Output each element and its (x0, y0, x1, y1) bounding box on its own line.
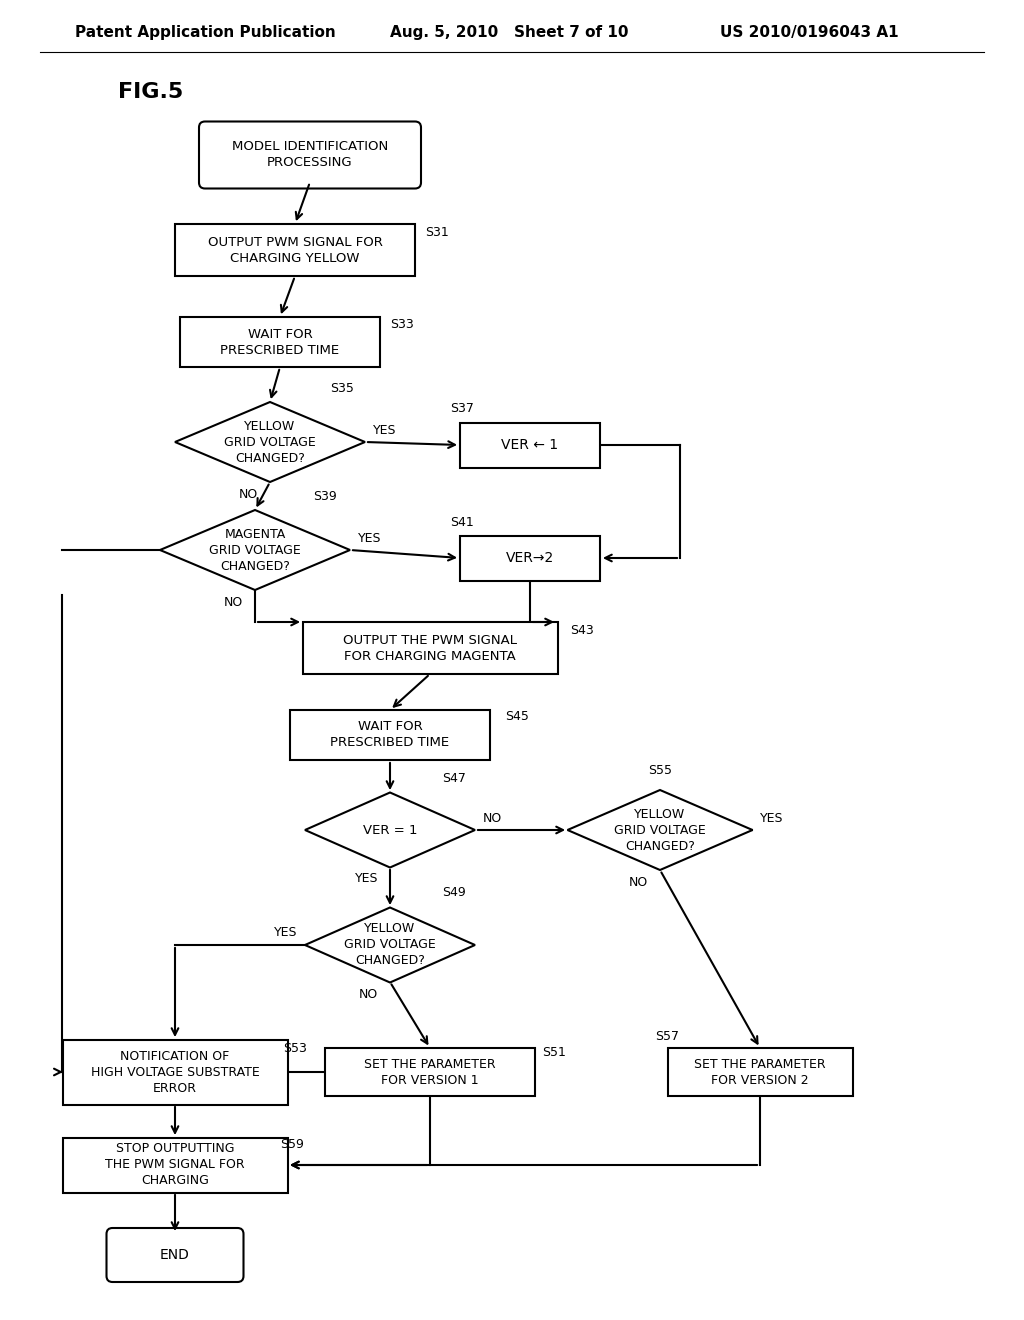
Text: S57: S57 (655, 1030, 679, 1043)
Text: NO: NO (239, 487, 258, 500)
Text: S53: S53 (283, 1041, 307, 1055)
Text: S43: S43 (570, 623, 594, 636)
FancyBboxPatch shape (106, 1228, 244, 1282)
Text: STOP OUTPUTTING
THE PWM SIGNAL FOR
CHARGING: STOP OUTPUTTING THE PWM SIGNAL FOR CHARG… (105, 1143, 245, 1188)
Text: OUTPUT THE PWM SIGNAL
FOR CHARGING MAGENTA: OUTPUT THE PWM SIGNAL FOR CHARGING MAGEN… (343, 634, 517, 663)
Text: YELLOW
GRID VOLTAGE
CHANGED?: YELLOW GRID VOLTAGE CHANGED? (224, 420, 315, 465)
Bar (325, 1048, 535, 1096)
Text: YELLOW
GRID VOLTAGE
CHANGED?: YELLOW GRID VOLTAGE CHANGED? (344, 923, 436, 968)
Bar (302, 622, 557, 675)
Text: YES: YES (373, 424, 396, 437)
Bar (290, 710, 490, 760)
Text: S41: S41 (450, 516, 474, 529)
Text: OUTPUT PWM SIGNAL FOR
CHARGING YELLOW: OUTPUT PWM SIGNAL FOR CHARGING YELLOW (208, 235, 382, 264)
Text: S51: S51 (542, 1045, 566, 1059)
Text: MODEL IDENTIFICATION
PROCESSING: MODEL IDENTIFICATION PROCESSING (231, 140, 388, 169)
Text: NO: NO (629, 875, 648, 888)
Bar (460, 536, 600, 581)
Text: NO: NO (483, 812, 502, 825)
Text: END: END (160, 1247, 189, 1262)
Text: SET THE PARAMETER
FOR VERSION 1: SET THE PARAMETER FOR VERSION 1 (365, 1057, 496, 1086)
Bar (62, 1138, 288, 1192)
FancyBboxPatch shape (199, 121, 421, 189)
Text: S31: S31 (425, 226, 449, 239)
Bar (62, 1040, 288, 1105)
Bar (460, 422, 600, 467)
Text: S55: S55 (648, 763, 672, 776)
Polygon shape (160, 510, 350, 590)
Text: Aug. 5, 2010   Sheet 7 of 10: Aug. 5, 2010 Sheet 7 of 10 (390, 25, 629, 40)
Text: Patent Application Publication: Patent Application Publication (75, 25, 336, 40)
Text: YES: YES (760, 812, 783, 825)
Text: S39: S39 (313, 491, 337, 503)
Text: S45: S45 (505, 710, 528, 723)
Text: S33: S33 (390, 318, 414, 330)
Text: US 2010/0196043 A1: US 2010/0196043 A1 (720, 25, 899, 40)
Text: S35: S35 (330, 383, 354, 396)
Text: S59: S59 (280, 1138, 304, 1151)
Text: SET THE PARAMETER
FOR VERSION 2: SET THE PARAMETER FOR VERSION 2 (694, 1057, 825, 1086)
Text: WAIT FOR
PRESCRIBED TIME: WAIT FOR PRESCRIBED TIME (220, 327, 340, 356)
Text: VER = 1: VER = 1 (362, 824, 417, 837)
Text: YELLOW
GRID VOLTAGE
CHANGED?: YELLOW GRID VOLTAGE CHANGED? (614, 808, 706, 853)
Polygon shape (567, 789, 753, 870)
Polygon shape (305, 908, 475, 982)
Polygon shape (305, 792, 475, 867)
Text: NO: NO (224, 595, 243, 609)
Text: MAGENTA
GRID VOLTAGE
CHANGED?: MAGENTA GRID VOLTAGE CHANGED? (209, 528, 301, 573)
Bar (668, 1048, 853, 1096)
Text: VER ← 1: VER ← 1 (502, 438, 558, 451)
Text: VER→2: VER→2 (506, 550, 554, 565)
Text: YES: YES (354, 873, 378, 886)
Text: NOTIFICATION OF
HIGH VOLTAGE SUBSTRATE
ERROR: NOTIFICATION OF HIGH VOLTAGE SUBSTRATE E… (91, 1049, 259, 1094)
Text: WAIT FOR
PRESCRIBED TIME: WAIT FOR PRESCRIBED TIME (331, 721, 450, 750)
Bar (175, 224, 415, 276)
Text: NO: NO (358, 987, 378, 1001)
Text: YES: YES (273, 927, 297, 940)
Text: S37: S37 (450, 403, 474, 416)
Polygon shape (175, 403, 365, 482)
Text: YES: YES (358, 532, 382, 544)
Bar (180, 317, 380, 367)
Text: S49: S49 (442, 887, 466, 899)
Text: S47: S47 (442, 771, 466, 784)
Text: FIG.5: FIG.5 (118, 82, 183, 102)
